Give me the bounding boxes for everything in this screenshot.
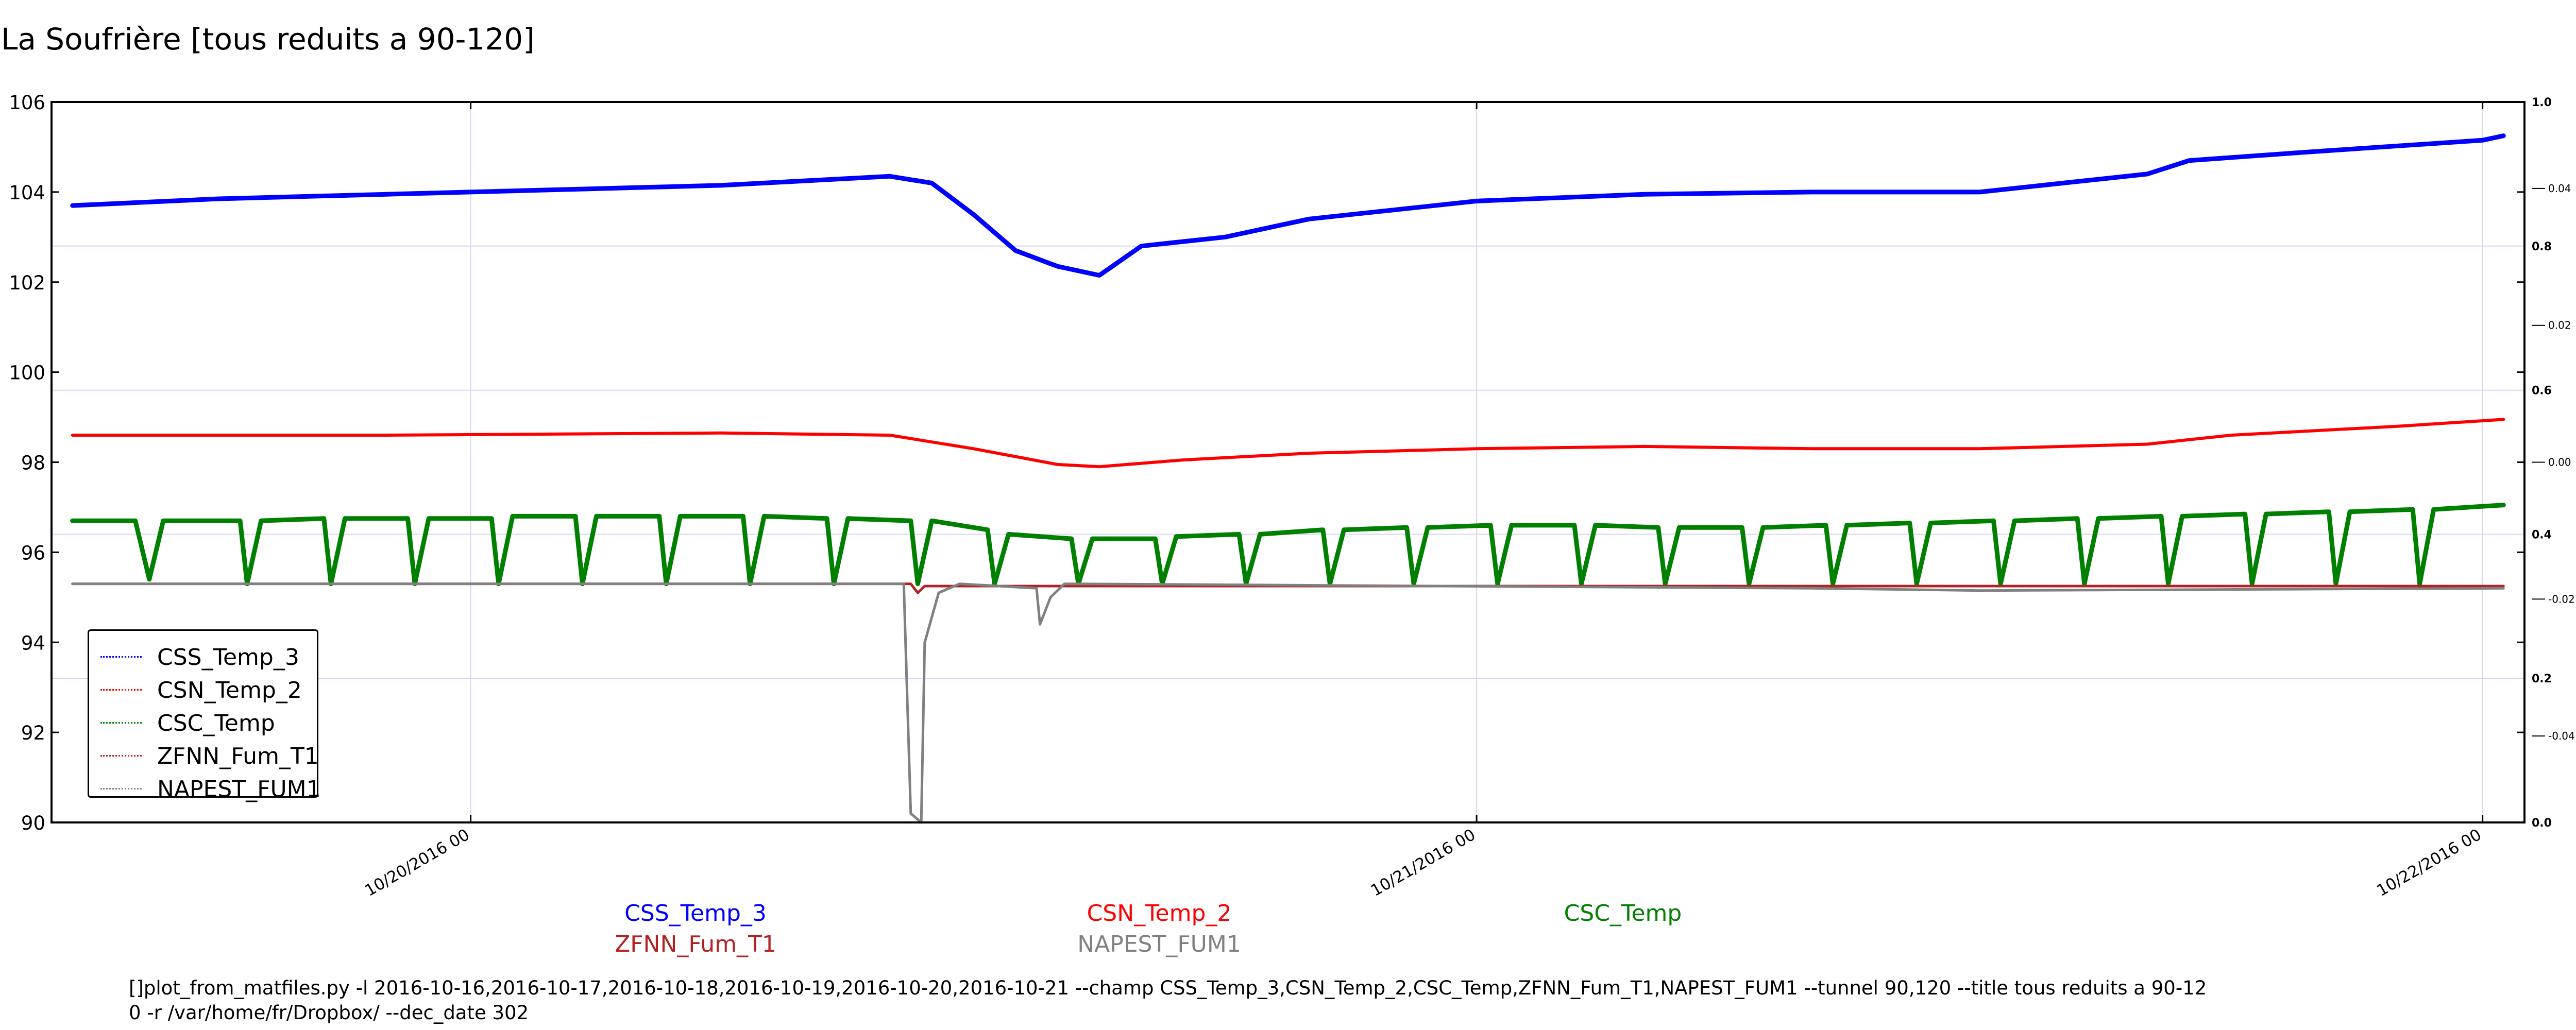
- legend-marker-brown: [100, 755, 142, 757]
- right-inner-tick-label: -0.04: [2548, 730, 2575, 742]
- y-tick-label: 94: [21, 632, 45, 654]
- x-tick-label: 10/20/2016 00: [362, 826, 472, 900]
- command-line-text: []plot_from_matfiles.py -l 2016-10-16,20…: [129, 977, 2207, 1024]
- right-axis-tick-label: 0.0: [2532, 817, 2552, 830]
- legend-item-csc-temp: CSC_Temp: [89, 706, 317, 739]
- legend-marker-green: [100, 722, 142, 724]
- series-line-css-temp-3: [70, 133, 2506, 278]
- legend-label: CSC_Temp: [157, 710, 275, 736]
- y-tick-label: 102: [9, 272, 45, 294]
- y-tick-label: 104: [9, 182, 45, 204]
- series-label-zfnn-fum-t1: ZFNN_Fum_T1: [615, 931, 776, 957]
- series-line-napest-fum1: [71, 582, 2505, 824]
- x-tick-label: 10/21/2016 00: [1368, 826, 1479, 900]
- series-label-css-temp-3: CSS_Temp_3: [624, 900, 767, 926]
- right-inner-tick-label: 0.00: [2548, 456, 2571, 469]
- y-tick-label: 100: [9, 362, 45, 384]
- chart-legend: CSS_Temp_3 CSN_Temp_2 CSC_Temp ZFNN_Fum_…: [88, 629, 321, 802]
- series-label-csc-temp: CSC_Temp: [1564, 900, 1682, 926]
- legend-item-zfnn-fum-t1: ZFNN_Fum_T1: [89, 739, 319, 772]
- right-inner-tick-label: 0.04: [2548, 182, 2571, 195]
- legend-label: NAPEST_FUM1: [157, 776, 321, 802]
- right-inner-tick-label: -0.02: [2548, 593, 2575, 605]
- legend-item-napest-fum1: NAPEST_FUM1: [89, 772, 321, 805]
- series-label-napest-fum1: NAPEST_FUM1: [1077, 931, 1241, 957]
- legend-marker-red: [100, 689, 142, 691]
- legend-marker-blue: [100, 656, 142, 658]
- x-tick-label: 10/22/2016 00: [2374, 826, 2484, 900]
- right-inner-tick-label: 0.02: [2548, 319, 2571, 332]
- y-tick-label: 90: [21, 812, 45, 834]
- legend-label: ZFNN_Fum_T1: [157, 743, 319, 769]
- y-tick-label: 106: [9, 92, 45, 114]
- series-line-csn-temp-2: [71, 418, 2505, 469]
- legend-item-css-temp-3: CSS_Temp_3: [89, 640, 317, 673]
- y-tick-label: 98: [21, 452, 45, 474]
- series-label-csn-temp-2: CSN_Temp_2: [1087, 900, 1232, 926]
- right-axis-tick-label: 0.6: [2532, 385, 2552, 398]
- chart-title: La Soufrière [tous reduits a 90-120]: [1, 22, 535, 57]
- plot-frame: [50, 101, 2526, 823]
- right-axis-tick-label: 0.4: [2532, 528, 2552, 541]
- right-axis-tick-label: 0.2: [2532, 673, 2552, 685]
- legend-item-csn-temp-2: CSN_Temp_2: [89, 673, 317, 706]
- legend-marker-gray: [100, 788, 142, 789]
- legend-label: CSN_Temp_2: [157, 677, 302, 703]
- y-tick-label: 92: [21, 722, 45, 744]
- right-axis-tick-label: 1.0: [2532, 96, 2552, 109]
- series-line-csc-temp: [70, 503, 2506, 587]
- right-axis-tick-label: 0.8: [2532, 241, 2552, 253]
- y-tick-label: 96: [21, 542, 45, 564]
- legend-label: CSS_Temp_3: [157, 644, 299, 671]
